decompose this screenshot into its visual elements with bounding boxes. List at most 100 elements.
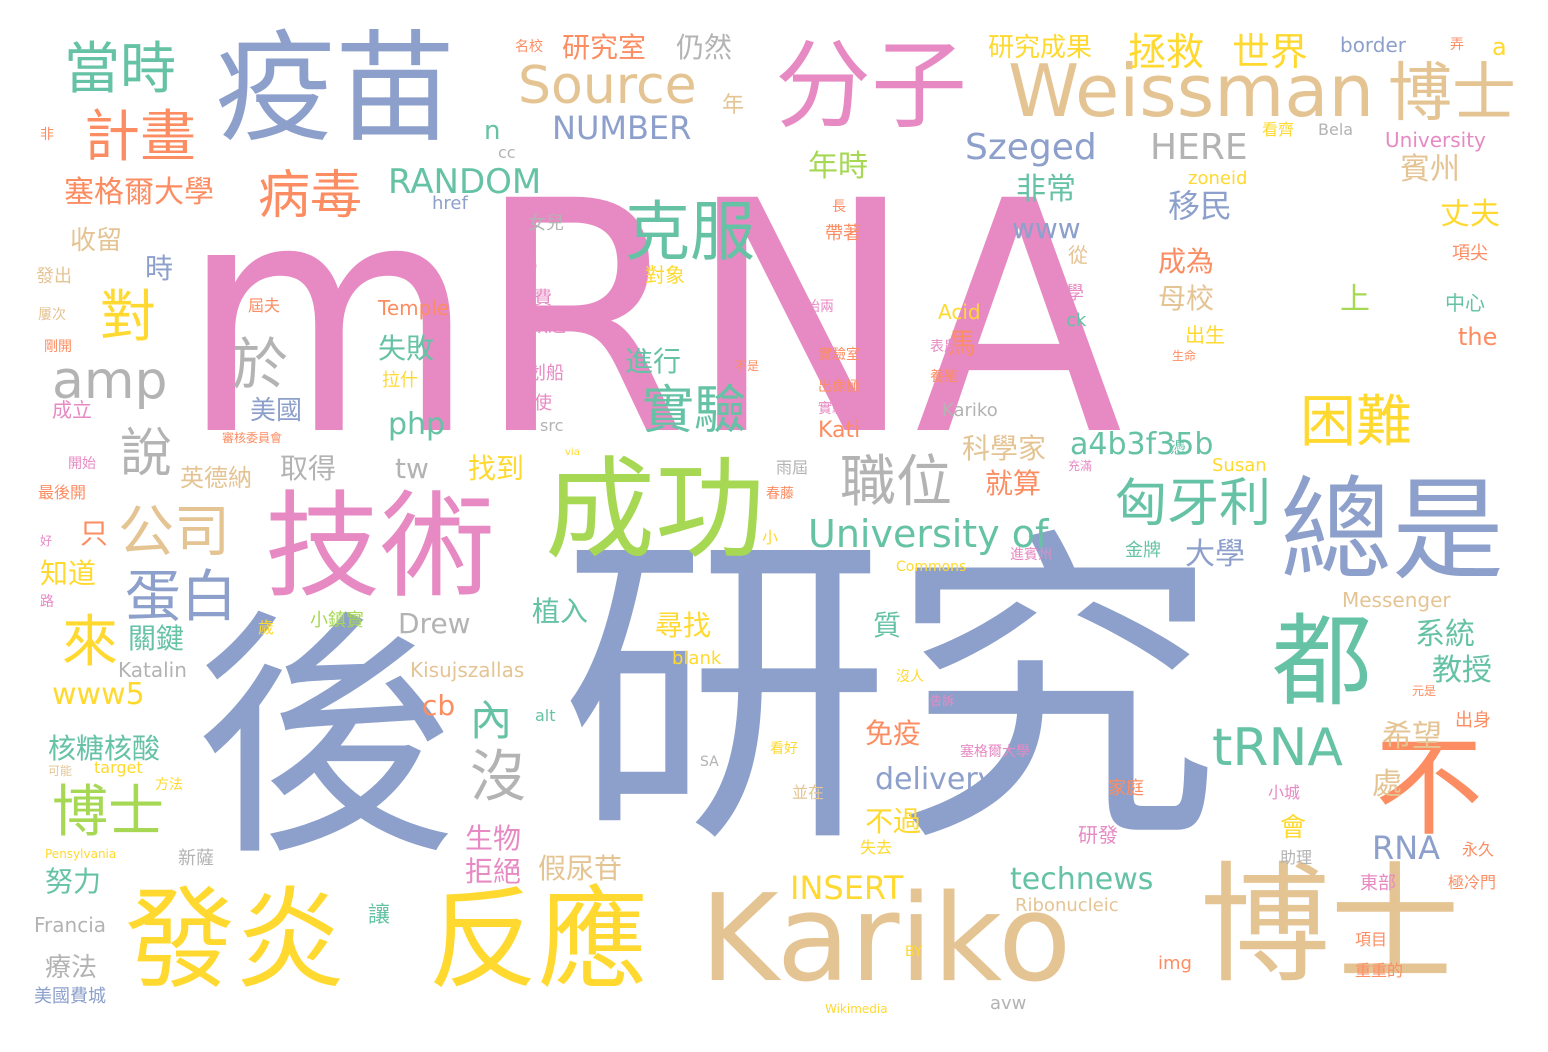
cloud-word: 塞格爾大學 (64, 175, 214, 210)
cloud-word: 植入 (532, 595, 589, 628)
cloud-word: 時 (145, 252, 174, 285)
cloud-word: 小 (762, 528, 779, 547)
cloud-word: 信使 (516, 393, 552, 414)
cloud-word: 划船 (528, 363, 564, 384)
cloud-word: 並在 (792, 783, 825, 802)
cloud-word: 雨屆 (776, 458, 809, 477)
cloud-word: 都 (1272, 603, 1372, 720)
cloud-word: 非常 (1016, 172, 1076, 207)
cloud-word: 實驗室 (818, 347, 860, 363)
cloud-word: 反應 (428, 876, 648, 1004)
cloud-word: 馬 (948, 327, 977, 360)
cloud-word: mRNA (180, 134, 1123, 506)
cloud-word: 非 (40, 127, 54, 143)
cloud-word: Source (518, 56, 697, 116)
cloud-word: alt (535, 706, 556, 725)
cloud-word: 找到 (468, 452, 525, 485)
cloud-word: 系統 (1415, 617, 1475, 652)
cloud-word: 方法 (155, 777, 183, 793)
cloud-word: 內 (470, 696, 513, 745)
cloud-word: Messenger (1342, 588, 1451, 612)
cloud-word: 剛開 (44, 339, 72, 355)
cloud-word: 缺乏 (530, 316, 566, 337)
cloud-word: 研究 (560, 503, 1220, 887)
cloud-word: 只 (80, 517, 109, 550)
cloud-word: Temple (378, 296, 450, 320)
cloud-word: 表農 (930, 339, 958, 355)
cloud-word: 說 (120, 424, 173, 484)
cloud-word: HERE (1150, 127, 1248, 168)
cloud-word: 世界 (1232, 30, 1309, 74)
cloud-word: 沒 (470, 745, 526, 810)
cloud-word: 讓 (368, 903, 391, 928)
cloud-word: 科學家 (962, 432, 1047, 465)
cloud-word: 成為 (1158, 245, 1215, 278)
cloud-word: 計畫 (84, 105, 196, 170)
cloud-word: 教授 (1432, 653, 1492, 688)
cloud-word: target (94, 758, 143, 777)
cloud-word: 克服 (625, 195, 756, 270)
cloud-word: border (1340, 33, 1407, 57)
cloud-word: 好 (40, 534, 53, 548)
cloud-word: 處 (1372, 767, 1402, 802)
cloud-word: 沒人 (896, 669, 924, 685)
cloud-word: the (1458, 323, 1498, 351)
cloud-word: Kariko (942, 402, 946, 403)
cloud-word: 於 (232, 333, 288, 398)
cloud-word: Bela (1318, 120, 1354, 139)
cloud-word: 金牌 (1125, 540, 1161, 561)
cloud-word: 永久 (1462, 840, 1495, 859)
cloud-word: 看齊 (1262, 120, 1295, 139)
cloud-word: 新薩 (178, 848, 214, 869)
cloud-word: via (565, 447, 580, 458)
cloud-word: 拯救 (1128, 30, 1205, 74)
cloud-word: 匈牙利 (1115, 474, 1272, 534)
cloud-word: RANDOM (388, 162, 542, 202)
cloud-word: 免疫 (865, 717, 922, 750)
cloud-word: 技術 (265, 480, 496, 614)
cloud-word: 出身 (1455, 710, 1491, 731)
cloud-word: 最後開 (38, 483, 87, 502)
cloud-word: Acid (938, 300, 981, 324)
cloud-word: amp (52, 351, 168, 411)
cloud-word: 公司 (118, 500, 230, 565)
cloud-word: zoneid (1188, 168, 1248, 189)
cloud-word: 不過 (865, 805, 922, 838)
cloud-word: 疫苗 (215, 20, 455, 159)
cloud-word: avw (990, 993, 1027, 1014)
cloud-word: 研究室 (562, 31, 647, 64)
cloud-word: 弄 (1450, 37, 1464, 53)
cloud-word: 知道 (40, 557, 97, 590)
cloud-word: 年時 (808, 149, 868, 184)
cloud-word: 希望 (1382, 719, 1442, 754)
cloud-word: technews (1010, 862, 1154, 897)
cloud-word: 後 (195, 589, 455, 891)
cloud-word: 博士 (1200, 849, 1461, 1001)
cloud-word: 元是 (1412, 684, 1437, 698)
cloud-word: 尋找 (655, 609, 712, 642)
cloud-word: 路 (40, 594, 54, 610)
cloud-word: 女兒 (528, 213, 564, 234)
cloud-word: Kariko (700, 870, 1072, 1009)
cloud-word: 名校 (515, 39, 543, 55)
cloud-word: 對象 (645, 263, 685, 287)
cloud-word: cb (422, 689, 456, 722)
cloud-word: 進賓州 (1010, 547, 1052, 563)
cloud-word: 假尿苷 (538, 852, 623, 885)
cloud-word: a4b3f35b (1070, 427, 1214, 462)
cloud-word: BY (905, 944, 923, 960)
cloud-word: 憑 (1170, 438, 1187, 457)
cloud-word: 學 (1066, 283, 1084, 304)
cloud-word: Ribonucleic (1015, 895, 1119, 916)
cloud-word: 容易 (510, 257, 538, 273)
cloud-word: 實驗室 (818, 401, 860, 417)
cloud-word: Kariko (942, 400, 998, 421)
cloud-word: 看好 (770, 741, 798, 757)
cloud-word: Weissman (1008, 49, 1375, 133)
cloud-word: 經費 (516, 288, 552, 309)
cloud-word: Drew (398, 607, 471, 640)
cloud-word: 研究成果 (988, 33, 1093, 63)
cloud-word: 努力 (45, 865, 102, 898)
cloud-word: 英德納 (180, 464, 252, 492)
